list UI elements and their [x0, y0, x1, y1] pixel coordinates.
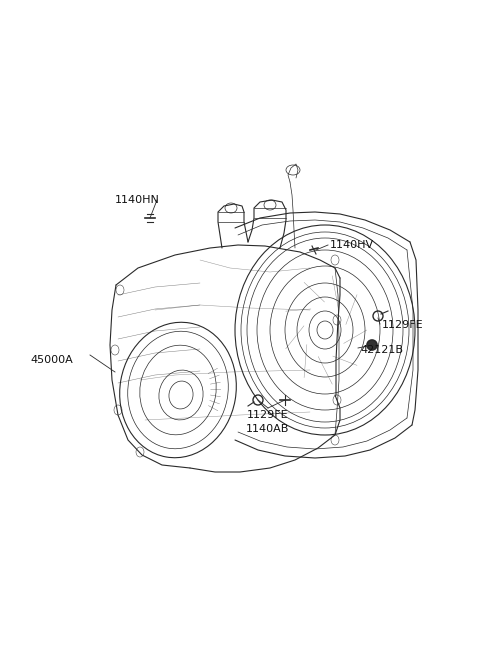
Text: 1129FE: 1129FE [382, 320, 424, 330]
Ellipse shape [367, 340, 377, 350]
Text: 1129FE: 1129FE [247, 410, 289, 420]
Text: 1140HN: 1140HN [115, 195, 160, 205]
Text: 45000A: 45000A [30, 355, 73, 365]
Text: 1140HV: 1140HV [330, 240, 374, 250]
Text: 1140AB: 1140AB [246, 424, 290, 434]
Text: 42121B: 42121B [360, 345, 403, 355]
